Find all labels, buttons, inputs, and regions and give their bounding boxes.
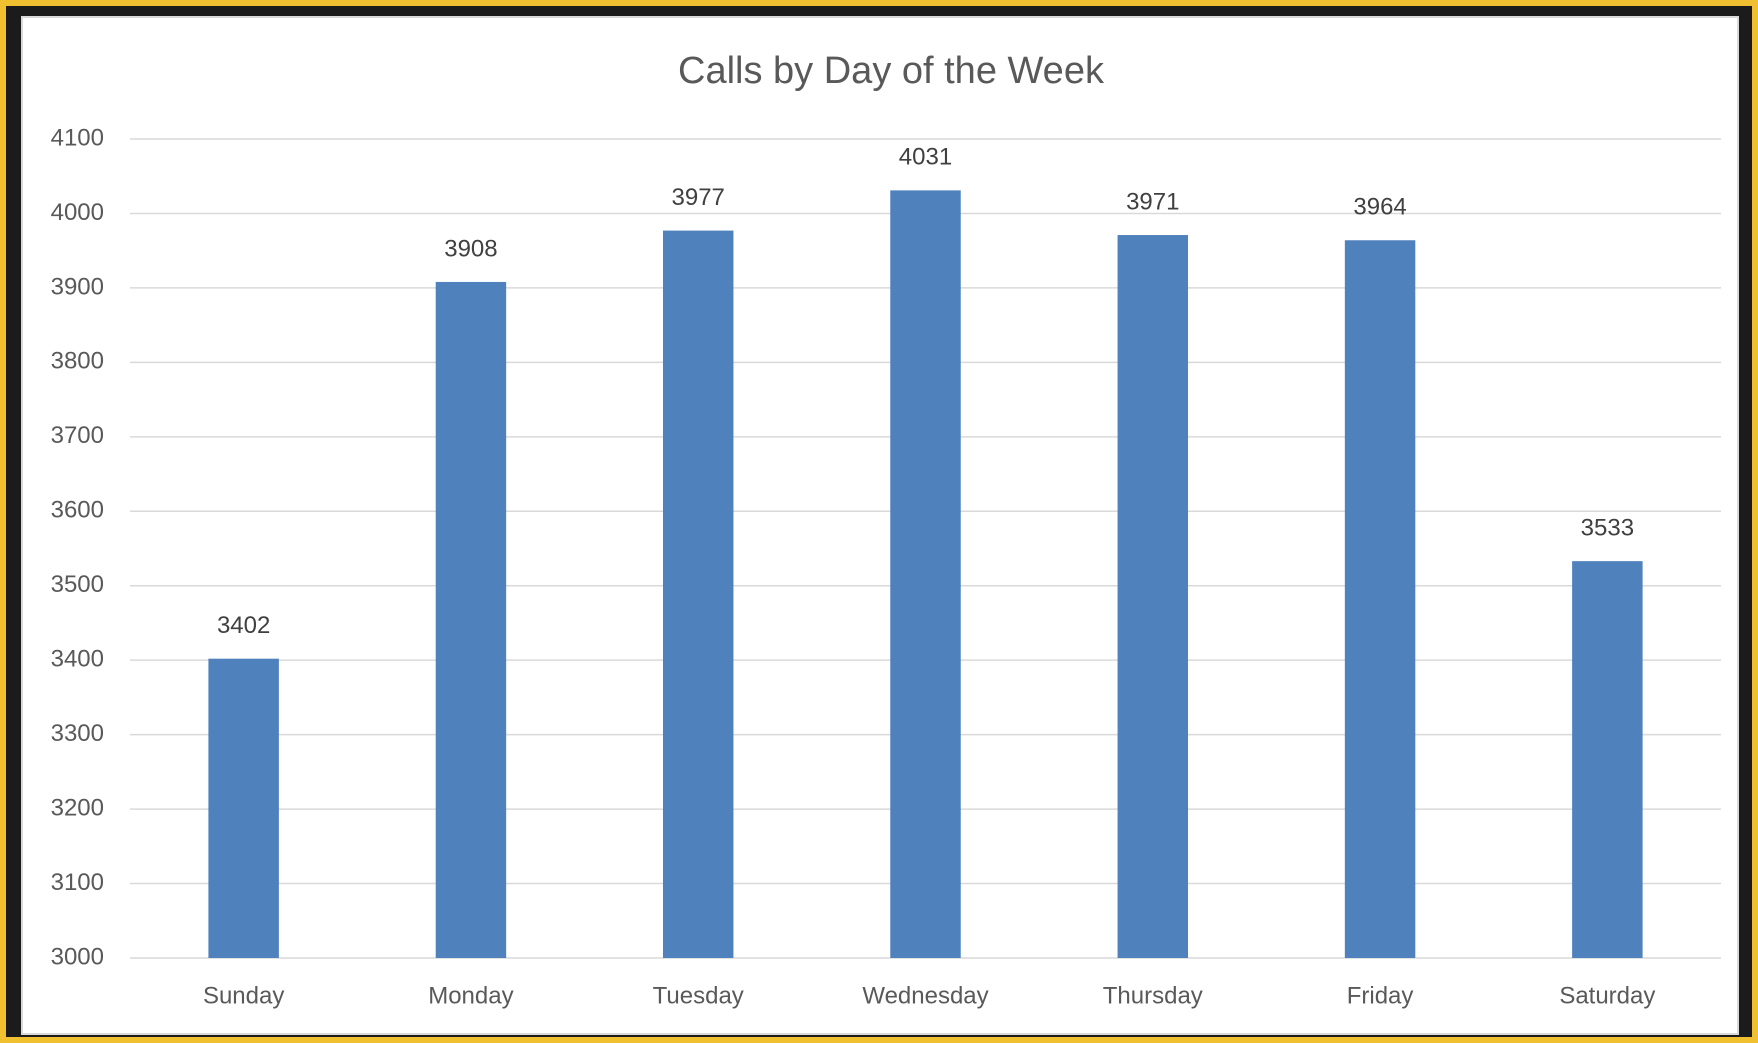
y-tick-label: 3800	[51, 348, 104, 375]
x-tick-label: Friday	[1347, 982, 1414, 1009]
chart-area	[21, 16, 1739, 1035]
x-tick-label: Thursday	[1103, 982, 1203, 1009]
x-tick-label: Tuesday	[653, 982, 744, 1009]
y-tick-label: 3900	[51, 273, 104, 300]
bar	[208, 658, 279, 958]
x-tick-label: Saturday	[1559, 982, 1655, 1009]
data-label: 4031	[899, 144, 952, 171]
bar	[1572, 561, 1643, 958]
data-label: 3964	[1353, 194, 1406, 221]
y-tick-label: 3700	[51, 422, 104, 449]
data-label: 3908	[444, 235, 497, 262]
y-tick-label: 3300	[51, 720, 104, 747]
data-label: 3977	[672, 184, 725, 211]
y-tick-label: 4100	[51, 124, 104, 151]
bar	[662, 230, 734, 958]
data-label: 3402	[217, 612, 270, 639]
bar	[890, 190, 961, 958]
data-label: 3971	[1126, 188, 1179, 215]
bar	[1117, 235, 1189, 958]
y-tick-label: 3400	[51, 646, 104, 673]
bar	[435, 281, 507, 958]
x-tick-label: Wednesday	[862, 982, 988, 1009]
x-tick-label: Monday	[428, 982, 513, 1009]
chart-title: Calls by Day of the Week	[678, 50, 1105, 92]
y-tick-label: 3200	[51, 794, 104, 821]
x-tick-label: Sunday	[203, 982, 284, 1009]
y-tick-label: 3500	[51, 571, 104, 598]
y-tick-label: 3100	[51, 869, 104, 896]
data-label: 3533	[1581, 515, 1634, 542]
y-tick-label: 3000	[51, 943, 104, 970]
bar	[1344, 240, 1416, 958]
y-tick-label: 4000	[51, 199, 104, 226]
y-tick-label: 3600	[51, 497, 104, 524]
